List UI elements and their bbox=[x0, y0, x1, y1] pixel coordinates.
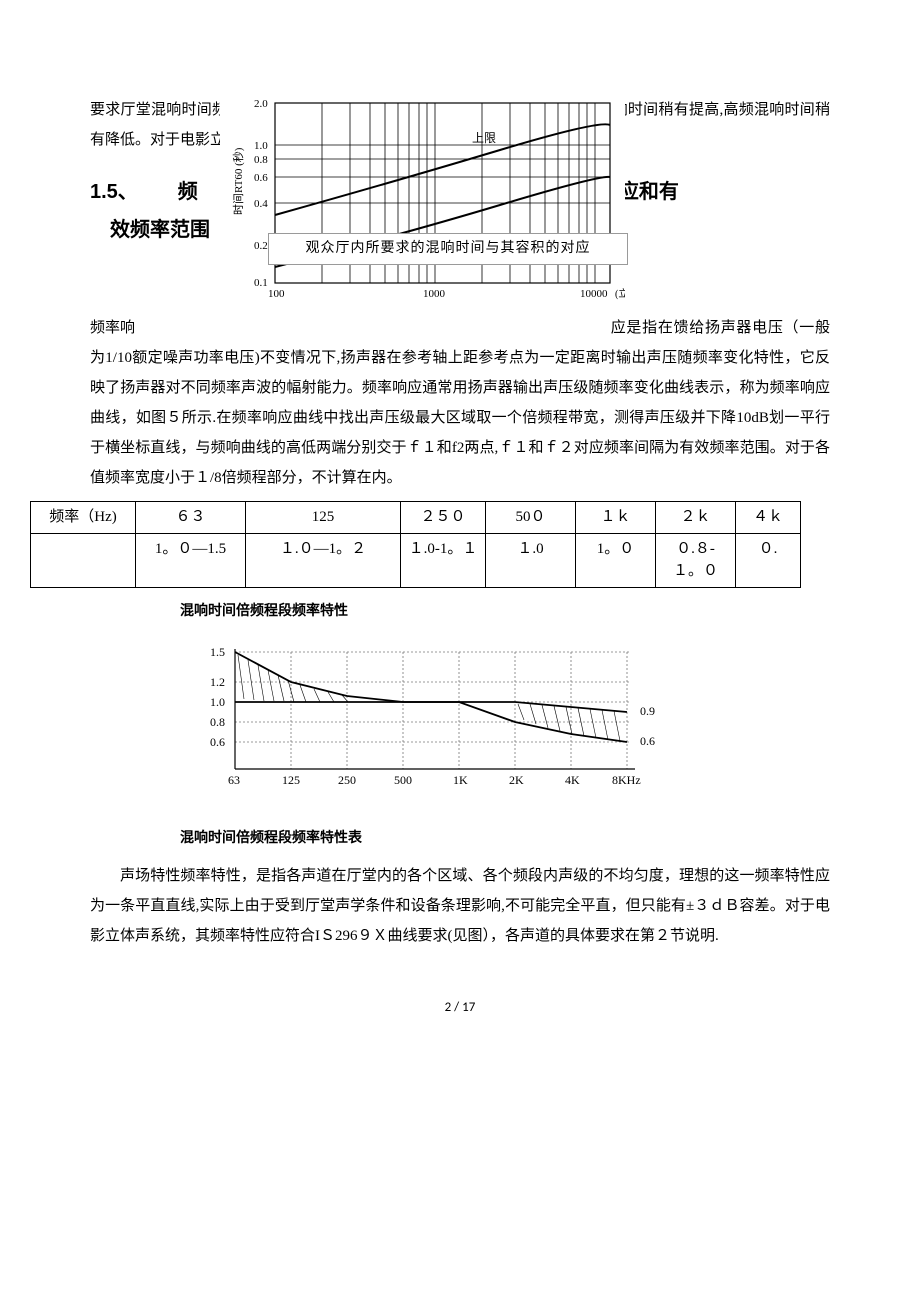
chart2-xtick: 125 bbox=[282, 773, 300, 787]
table-cell: １.０—1。２ bbox=[246, 533, 401, 587]
chart1-caption: 观众厅内所要求的混响时间与其容积的对应 bbox=[268, 233, 628, 265]
chart2-xtick: 8KHz bbox=[612, 773, 641, 787]
chart1-ytick: 0.2 bbox=[254, 240, 268, 252]
table-header: ２５０ bbox=[401, 502, 486, 534]
chart2-ytick: 1.0 bbox=[210, 695, 225, 709]
chart2-rlabel: 0.6 bbox=[640, 734, 655, 748]
chart2-ytick: 0.8 bbox=[210, 715, 225, 729]
chart1-ytick: 0.4 bbox=[254, 198, 268, 210]
chart1-ytick: 0.8 bbox=[254, 154, 268, 166]
chart1-ytick: 1.0 bbox=[254, 140, 268, 152]
subtitle-reverb-freq-table: 混响时间倍频程段频率特性表 bbox=[180, 825, 830, 853]
chart1-ytick: 2.0 bbox=[254, 98, 268, 110]
page-number: 2 / 17 bbox=[90, 995, 830, 1021]
chart1-svg: 上限 2.0 1.0 0.8 0.6 0.4 0.2 0.1 100 1000 … bbox=[220, 95, 625, 315]
chart1-xtick: 10000 bbox=[580, 288, 608, 300]
chart2-rlabel: 0.9 bbox=[640, 704, 655, 718]
chart2-svg: 1.5 1.2 1.0 0.8 0.6 0.9 0.6 63 125 250 5… bbox=[180, 634, 700, 804]
table-header-row: 频率（Hz) ６３ 125 ２５０ 50０ １ｋ ２ｋ ４ｋ bbox=[31, 502, 801, 534]
chart1-upper-label: 上限 bbox=[472, 131, 496, 145]
section-heading-block: 上限 2.0 1.0 0.8 0.6 0.4 0.2 0.1 100 1000 … bbox=[90, 173, 830, 249]
chart1-ytick: 0.1 bbox=[254, 277, 268, 289]
table-cell: １.0 bbox=[486, 533, 576, 587]
chart1-reverb-vs-volume: 上限 2.0 1.0 0.8 0.6 0.4 0.2 0.1 100 1000 … bbox=[220, 95, 625, 315]
chart1-xtick: 100 bbox=[268, 288, 285, 300]
closing-paragraph: 声场特性频率特性，是指各声道在厅堂内的各个区域、各个频段内声级的不均匀度，理想的… bbox=[90, 861, 830, 951]
table-header: 125 bbox=[246, 502, 401, 534]
subtitle-reverb-freq-char: 混响时间倍频程段频率特性 bbox=[180, 598, 830, 626]
table-header: ４ｋ bbox=[736, 502, 801, 534]
chart2-xtick: 2K bbox=[509, 773, 524, 787]
chart1-xunit: (立方米) bbox=[615, 287, 625, 300]
table-row: 1。０—1.5 １.０—1。２ １.0-1。１ １.0 1。０ ０.８-１。０ … bbox=[31, 533, 801, 587]
chart2-xtick: 1K bbox=[453, 773, 468, 787]
chart2-ytick: 1.2 bbox=[210, 675, 225, 689]
table-header: 50０ bbox=[486, 502, 576, 534]
table-header: １ｋ bbox=[576, 502, 656, 534]
table-header: ６３ bbox=[136, 502, 246, 534]
freq-tolerance-table: 频率（Hz) ６３ 125 ２５０ 50０ １ｋ ２ｋ ４ｋ 1。０—1.5 １… bbox=[30, 501, 801, 588]
table-cell: １.0-1。１ bbox=[401, 533, 486, 587]
chart2-ytick: 0.6 bbox=[210, 735, 225, 749]
chart1-ytick: 0.6 bbox=[254, 172, 268, 184]
chart2-reverb-freq-band: 1.5 1.2 1.0 0.8 0.6 0.9 0.6 63 125 250 5… bbox=[180, 634, 830, 815]
table-cell: ０. bbox=[736, 533, 801, 587]
table-cell bbox=[31, 533, 136, 587]
freq-response-paragraph: 频率响 应是指在馈给扬声器电压（一般为1/10额定噪声功率电压)不变情况下,扬声器… bbox=[90, 313, 830, 493]
freq-para-body: 器电压（一般为1/10额定噪声功率电压)不变情况下,扬声器在参考轴上距参考点为一… bbox=[90, 320, 830, 486]
chart2-ytick: 1.5 bbox=[210, 645, 225, 659]
table-cell: 1。０—1.5 bbox=[136, 533, 246, 587]
freq-para-tail: 应是指在馈给扬声 bbox=[610, 320, 736, 336]
chart2-xtick: 63 bbox=[228, 773, 240, 787]
chart1-ylabel: 时间RT60 (秒) bbox=[231, 147, 245, 215]
table-header: 频率（Hz) bbox=[31, 502, 136, 534]
chart2-xtick: 4K bbox=[565, 773, 580, 787]
heading-left: 1.5、 频 bbox=[90, 181, 198, 203]
table-cell: ０.８-１。０ bbox=[656, 533, 736, 587]
table-cell: 1。０ bbox=[576, 533, 656, 587]
table-header: ２ｋ bbox=[656, 502, 736, 534]
freq-para-lead: 频率响 bbox=[90, 313, 205, 343]
chart2-xtick: 250 bbox=[338, 773, 356, 787]
chart2-xtick: 500 bbox=[394, 773, 412, 787]
chart1-xtick: 1000 bbox=[423, 288, 446, 300]
